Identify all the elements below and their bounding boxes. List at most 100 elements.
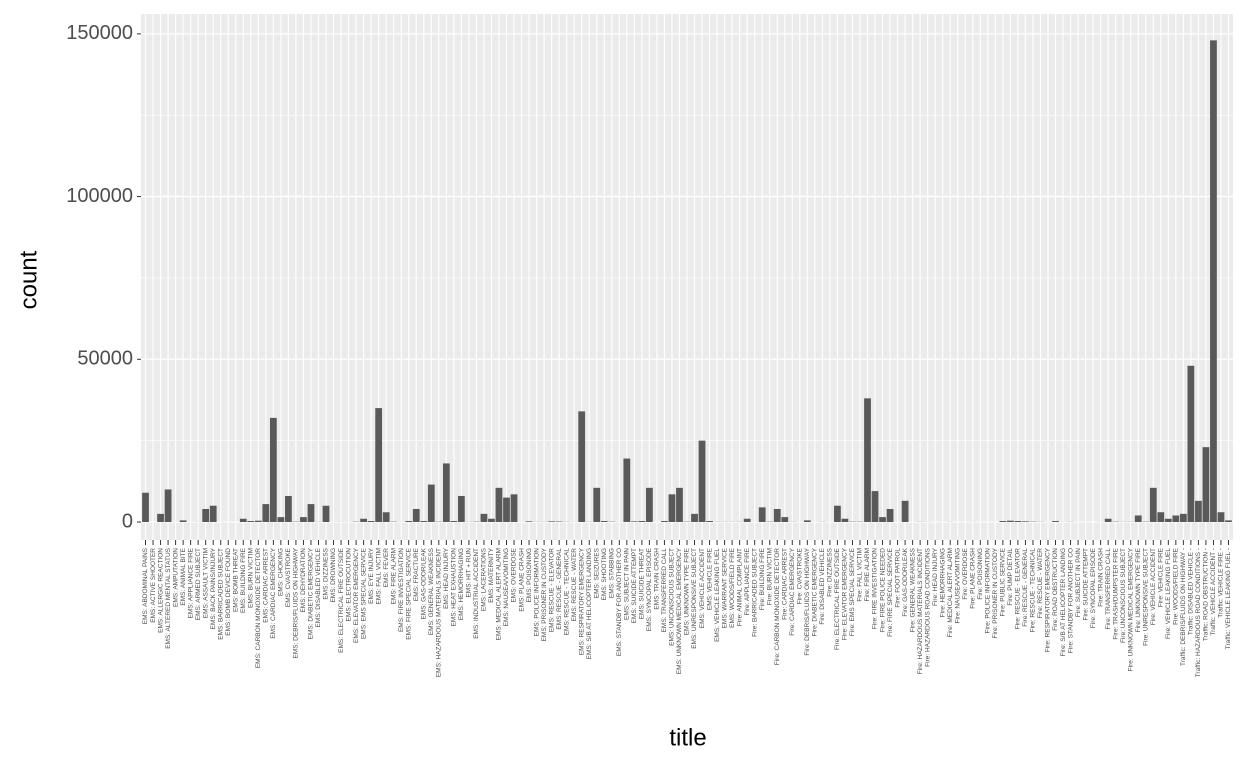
bar: [450, 521, 458, 523]
x-tick-label: EMS: MATERNITY: [488, 547, 495, 602]
bar: [405, 521, 413, 523]
x-tick-label: Fire: FIRE SPECIAL SERVICE: [887, 547, 894, 637]
x-tick-label: EMS: NAUSEA/VOMITING: [503, 548, 510, 626]
x-tick-label: EMS: UNKNOWN MEDICAL EMERGENCY: [676, 547, 683, 674]
bar: [360, 518, 367, 523]
y-tick-label: 50000: [77, 348, 133, 370]
x-tick-label: Fire: HEMORRHAGING: [939, 548, 946, 617]
x-tick-label: Fire: BARRICADED SUBJECT: [751, 548, 758, 637]
x-tick-label: EMS: CARDIAC EMERGENCY: [270, 547, 277, 638]
x-tick-label: EMS: UNRESPONSIVE SUBJECT: [691, 548, 698, 649]
bar: [676, 487, 683, 523]
x-tick-label: EMS: CARBON MONOXIDE DETECTOR: [255, 548, 262, 668]
x-tick-label: EMS: UNKNOWN TYPE FIRE: [684, 547, 691, 635]
y-tick-label: 0: [122, 510, 133, 532]
x-tick-label: EMS: GENERAL WEAKNESS: [428, 547, 435, 635]
x-tick-label: Traffic: DEBRIS/FLUIDS ON HIGHWAY -: [1180, 548, 1187, 666]
x-tick-label: Fire: UNKNOWN MEDICAL EMERGENCY: [1127, 547, 1134, 671]
bar: [179, 520, 187, 523]
bar: [503, 497, 510, 523]
bar: [412, 508, 420, 523]
bar: [1172, 515, 1180, 523]
bar: [646, 487, 653, 523]
bar: [600, 521, 608, 523]
x-tick-label: EMS: DEHYDRATION: [300, 548, 307, 613]
x-tick-label: EMS: EYE INJURY: [368, 547, 375, 604]
x-tick-label: Fire: FIRE ALARM: [864, 548, 871, 601]
x-tick-label: Fire: RESCUE - GENERAL: [1022, 548, 1029, 627]
x-tick-label: EMS: SEIZURES: [593, 547, 600, 598]
x-tick-label: EMS: VEHICLE FIRE: [706, 547, 713, 610]
bar: [262, 504, 270, 523]
x-tick-label: EMS: FIRE INVESTIGATION: [398, 548, 405, 632]
bar: [901, 500, 909, 523]
x-tick-label: EMS: ELEVATOR EMERGENCY: [353, 547, 360, 643]
x-tick-label: Traffic: DISABLED VEHICLE -: [1188, 548, 1195, 635]
bar: [525, 521, 533, 523]
x-tick-label: EMS: DIABETIC EMERGENCY: [308, 547, 315, 639]
bar: [743, 518, 751, 523]
x-tick-label: EMS: RESPIRATORY EMERGENCY: [578, 547, 585, 655]
x-tick-label: EMS: S/B AT HELICOPTER LANDING: [586, 548, 593, 659]
bar: [300, 517, 307, 523]
bar: [706, 521, 713, 523]
x-tick-label: Fire: SUICIDE ATTEMPT: [1082, 548, 1089, 620]
bar: [871, 491, 879, 523]
x-tick-label: EMS: CVA/STROKE: [285, 547, 292, 607]
x-tick-label: Fire: APPLIANCE FIRE: [744, 547, 751, 615]
x-tick-label: Fire: HAZARDOUS MATERIALS INCIDENT: [917, 548, 924, 674]
x-tick-label: EMS: DIZZINESS: [323, 547, 330, 599]
bar: [427, 484, 435, 523]
bar: [999, 521, 1007, 523]
x-tick-label: Fire: SYNCOPAL EPISODE: [1090, 547, 1097, 628]
x-tick-label: EMS: WARRANT SERVICE: [721, 547, 728, 628]
bar: [488, 518, 495, 523]
x-tick-label: Traffic: ROAD OBSTRUCTION -: [1203, 548, 1210, 641]
x-tick-label: EMS: SUICIDE ATTEMPT: [631, 548, 638, 623]
x-tick-label: Fire: UNCONSCIOUS SUBJECT: [1120, 548, 1127, 643]
x-tick-label: EMS: SUBJECT IN PAIN: [624, 548, 631, 620]
bar: [886, 508, 894, 523]
y-tick-label: 150000: [66, 22, 133, 44]
x-tick-label: EMS: UNCONSCIOUS SUBJECT: [669, 548, 676, 646]
x-tick-label: EMS: CHOKING: [278, 548, 285, 596]
bar: [510, 494, 518, 523]
x-tick-label: Fire: POLICE INFORMATION: [985, 548, 992, 634]
x-tick-label: Fire: DIABETIC EMERGENCY: [812, 547, 819, 636]
bar: [382, 512, 390, 523]
x-tick-label: Fire: ELEVATOR EMERGENCY: [842, 547, 849, 640]
x-tick-label: EMS: HIT + RUN: [466, 548, 473, 598]
x-tick-label: EMS: HEMORRHAGING: [458, 548, 465, 620]
x-tick-label: Fire: FIRE POLICE NEEDED: [879, 548, 886, 632]
x-tick-label: EMS: MEDICAL ALERT ALARM: [496, 548, 503, 640]
x-tick-label: EMS: DISABLED VEHICLE: [315, 547, 322, 627]
x-tick-label: EMS: ACTIVE SHOOTER: [150, 548, 157, 623]
x-tick-label: EMS: PLANE CRASH: [518, 548, 525, 612]
bar: [1187, 365, 1195, 523]
x-tick-label: Fire: DIZZINESS: [827, 547, 834, 596]
x-tick-label: Fire: ELECTRICAL FIRE OUTSIDE: [834, 547, 841, 650]
x-tick-label: EMS: ELECTROCUTION: [345, 548, 352, 622]
x-tick-label: EMS: APPLIANCE FIRE: [187, 547, 194, 618]
x-tick-label: EMS: AMPUTATION: [172, 548, 179, 607]
x-tick-label: Fire: CARDIAC EMERGENCY: [789, 547, 796, 635]
bar: [307, 504, 315, 523]
x-tick-label: Fire: PUBLIC SERVICE: [1000, 547, 1007, 616]
bar: [1217, 512, 1225, 523]
x-tick-label: EMS: VEHICLE ACCIDENT: [699, 548, 706, 628]
bar: [593, 487, 601, 523]
bar: [1179, 513, 1187, 523]
bar: [1225, 520, 1232, 523]
bar: [1052, 521, 1059, 523]
bar: [442, 463, 450, 523]
x-tick-label: EMS: TRANSFERRED CALL: [661, 548, 668, 633]
x-tick-label: EMS: RESCUE - GENERAL: [556, 548, 563, 630]
bar: [661, 521, 668, 523]
bar: [803, 520, 811, 523]
x-tick-label: EMS: FALL VICTIM: [375, 548, 382, 604]
bar: [157, 513, 164, 523]
x-tick-label: Traffic: HAZARDOUS ROAD CONDITIONS -: [1195, 548, 1202, 677]
bar: [1164, 518, 1172, 523]
x-tick-label: EMS: RESCUE - ELEVATOR: [548, 548, 555, 632]
